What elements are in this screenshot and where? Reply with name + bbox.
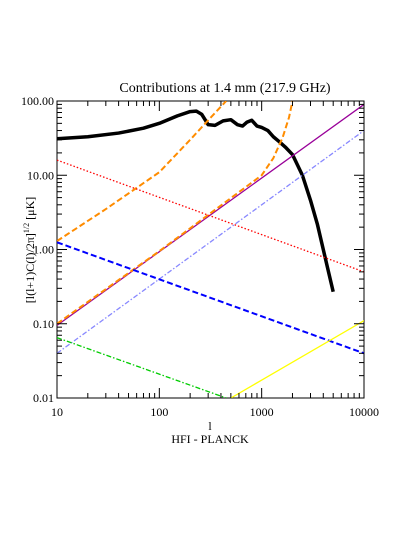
subtitle: HFI - PLANCK	[171, 432, 249, 446]
y-label-unit: [μK]	[23, 197, 37, 223]
chart-title: Contributions at 1.4 mm (217.9 GHz)	[119, 81, 330, 96]
series-line	[57, 130, 364, 354]
y-label-main: [l(l+1)C(l)/2π]	[23, 233, 37, 303]
y-tick-label: 0.10	[33, 317, 54, 331]
series-line	[230, 320, 364, 398]
y-tick-label: 1.00	[33, 243, 54, 257]
plot-area	[57, 101, 364, 398]
y-tick-label: 0.01	[33, 391, 54, 405]
series-line	[57, 109, 335, 293]
series-line	[57, 101, 227, 242]
x-tick-label: 100	[150, 405, 168, 419]
series-line	[57, 101, 294, 325]
y-axis-label: [l(l+1)C(l)/2π]1/2 [μK]	[22, 197, 37, 303]
y-tick-label: 10.00	[27, 168, 54, 182]
x-tick-label: 10000	[349, 405, 379, 419]
series-line	[57, 337, 227, 398]
x-tick-label: 10	[51, 405, 63, 419]
x-tick-label: 1000	[250, 405, 274, 419]
y-label-exponent: 1/2	[22, 223, 31, 233]
x-axis-label: l	[208, 419, 212, 433]
y-tick-label: 100.00	[21, 94, 54, 108]
series-line	[57, 103, 364, 326]
series-line	[57, 241, 364, 355]
